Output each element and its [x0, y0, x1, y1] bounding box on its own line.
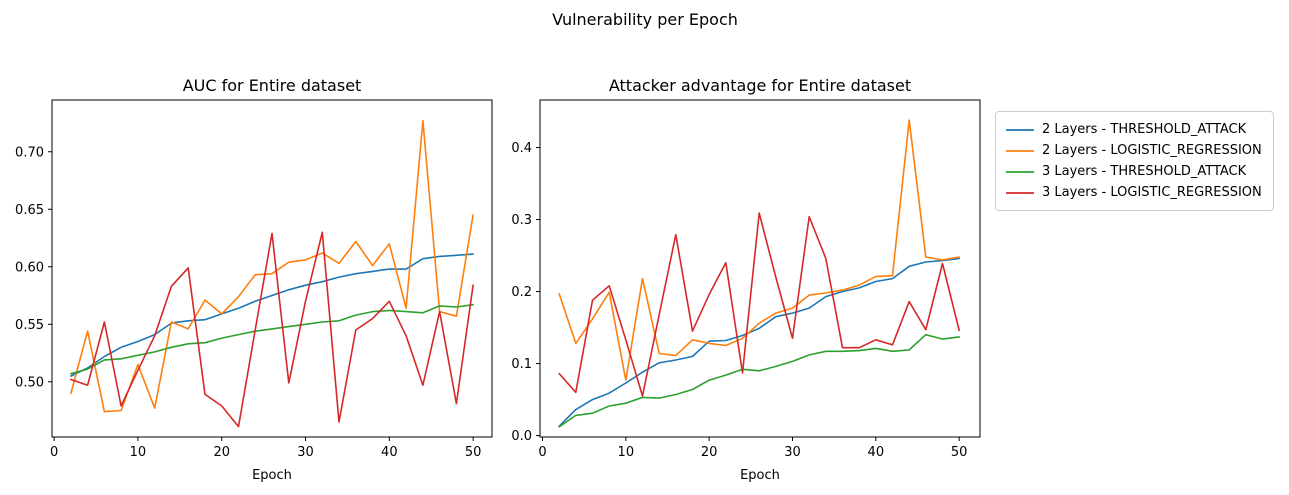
y-tick-label: 0.3	[511, 213, 532, 228]
series-line	[70, 119, 474, 413]
legend-item: 3 Layers - LOGISTIC_REGRESSION	[1005, 182, 1262, 203]
x-tick-label: 40	[868, 445, 885, 460]
legend: 2 Layers - THRESHOLD_ATTACK 2 Layers - LO…	[995, 111, 1274, 211]
figure-suptitle: Vulnerability per Epoch	[552, 10, 738, 29]
legend-item-label: 3 Layers - LOGISTIC_REGRESSION	[1042, 185, 1262, 200]
series-line	[558, 119, 961, 381]
legend-item: 2 Layers - LOGISTIC_REGRESSION	[1005, 140, 1262, 161]
y-tick-label: 0.55	[15, 318, 44, 333]
axes-frame	[51, 99, 493, 438]
y-tick-label: 0.2	[511, 285, 532, 300]
series-line	[70, 231, 474, 428]
axes-frame	[539, 99, 981, 438]
x-tick-label: 20	[701, 445, 718, 460]
y-tick-label: 0.0	[511, 429, 532, 444]
legend-line-swatch	[1006, 191, 1034, 194]
series-line	[70, 253, 474, 377]
legend-line-swatch	[1006, 170, 1034, 173]
y-tick-label: 0.70	[15, 145, 44, 160]
legend-item-label: 2 Layers - THRESHOLD_ATTACK	[1042, 122, 1247, 137]
legend-item-label: 3 Layers - THRESHOLD_ATTACK	[1042, 164, 1247, 179]
y-tick-label: 0.65	[15, 203, 44, 218]
legend-item: 3 Layers - THRESHOLD_ATTACK	[1005, 161, 1262, 182]
attacker-advantage-xaxis-label: Epoch	[740, 468, 780, 483]
series-line	[70, 303, 474, 375]
x-tick-label: 30	[297, 445, 314, 460]
x-tick-label: 40	[381, 445, 398, 460]
x-tick-label: 30	[784, 445, 801, 460]
attacker-advantage-chart-title: Attacker advantage for Entire dataset	[608, 76, 912, 95]
legend-line-swatch	[1006, 149, 1034, 152]
auc-xaxis-label: Epoch	[252, 468, 292, 483]
x-tick-label: 50	[951, 445, 968, 460]
y-tick-label: 0.60	[15, 260, 44, 275]
x-tick-label: 10	[618, 445, 635, 460]
x-tick-label: 20	[213, 445, 230, 460]
y-tick-label: 0.4	[511, 141, 532, 156]
x-tick-label: 0	[538, 445, 546, 460]
y-tick-label: 0.1	[511, 357, 532, 372]
x-tick-label: 10	[130, 445, 147, 460]
y-tick-label: 0.50	[15, 375, 44, 390]
series-line	[558, 212, 961, 397]
legend-item: 2 Layers - THRESHOLD_ATTACK	[1005, 119, 1262, 140]
legend-item-label: 2 Layers - LOGISTIC_REGRESSION	[1042, 143, 1262, 158]
x-tick-label: 50	[465, 445, 482, 460]
series-line	[558, 257, 961, 428]
x-tick-label: 0	[50, 445, 58, 460]
auc-chart-title: AUC for Entire dataset	[182, 76, 362, 95]
legend-line-swatch	[1006, 128, 1034, 131]
series-line	[558, 333, 961, 428]
